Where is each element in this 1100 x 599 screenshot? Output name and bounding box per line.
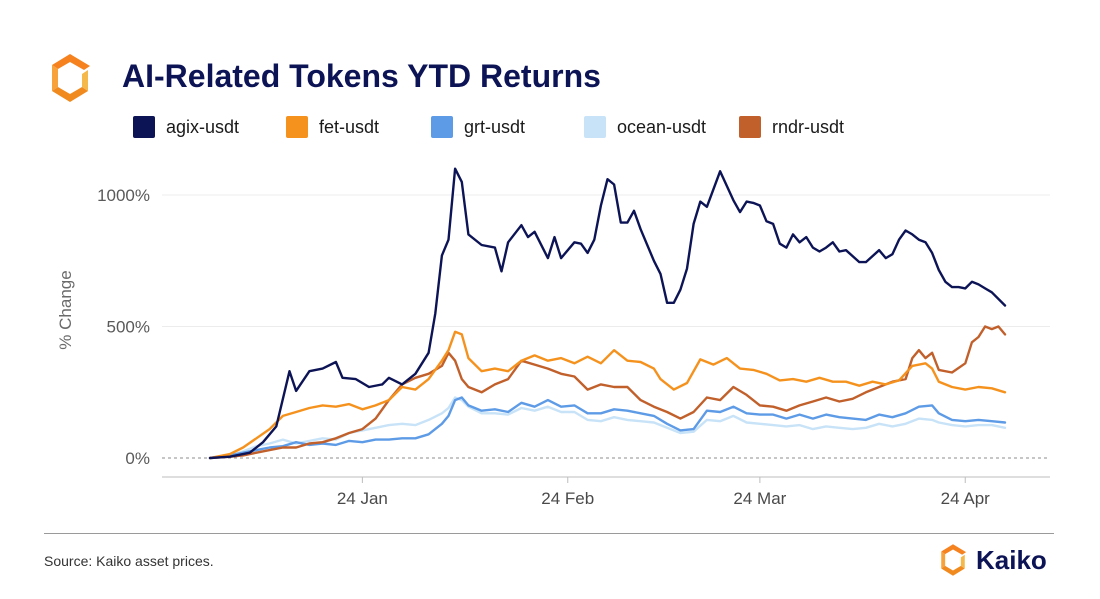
y-tick-label-1: 500% [107, 318, 150, 337]
series-line-agix-usdt [208, 167, 1007, 460]
legend-swatch-agix [133, 116, 155, 138]
legend-label-rndr: rndr-usdt [772, 116, 845, 137]
y-tick-label-0: 0% [125, 449, 150, 468]
legend-label-agix: agix-usdt [166, 116, 240, 137]
x-tick-label-2: 24 Mar [733, 489, 786, 508]
series-line-grt-usdt [208, 396, 1007, 460]
series-line-fet-usdt [208, 330, 1007, 460]
legend-item-ocean: ocean-usdt [584, 113, 706, 141]
legend-swatch-grt [431, 116, 453, 138]
legend-label-fet: fet-usdt [319, 116, 380, 137]
footer-divider [44, 533, 1054, 534]
legend-item-rndr: rndr-usdt [739, 113, 844, 141]
source-note: Source: Kaiko asset prices. [44, 553, 214, 569]
x-tick-label-0: 24 Jan [337, 489, 388, 508]
kaiko-logo-icon [52, 54, 90, 102]
legend-swatch-ocean [584, 116, 606, 138]
y-tick-label-2: 1000% [97, 186, 150, 205]
legend-item-fet: fet-usdt [286, 113, 379, 141]
legend-item-grt: grt-usdt [431, 113, 525, 141]
legend-label-ocean: ocean-usdt [617, 116, 707, 137]
x-tick-label-1: 24 Feb [541, 489, 594, 508]
x-tick-label-3: 24 Apr [941, 489, 990, 508]
legend-swatch-rndr [739, 116, 761, 138]
page-title: AI-Related Tokens YTD Returns [122, 58, 601, 94]
y-axis-label: % Change [56, 270, 75, 349]
brand-logo: Kaiko [936, 542, 1047, 578]
legend-label-grt: grt-usdt [464, 116, 526, 137]
legend-swatch-fet [286, 116, 308, 138]
series-line-rndr-usdt [208, 325, 1007, 460]
brand-name: Kaiko [976, 544, 1047, 575]
kaiko-mark-icon [941, 544, 967, 576]
legend-item-agix: agix-usdt [133, 113, 239, 141]
